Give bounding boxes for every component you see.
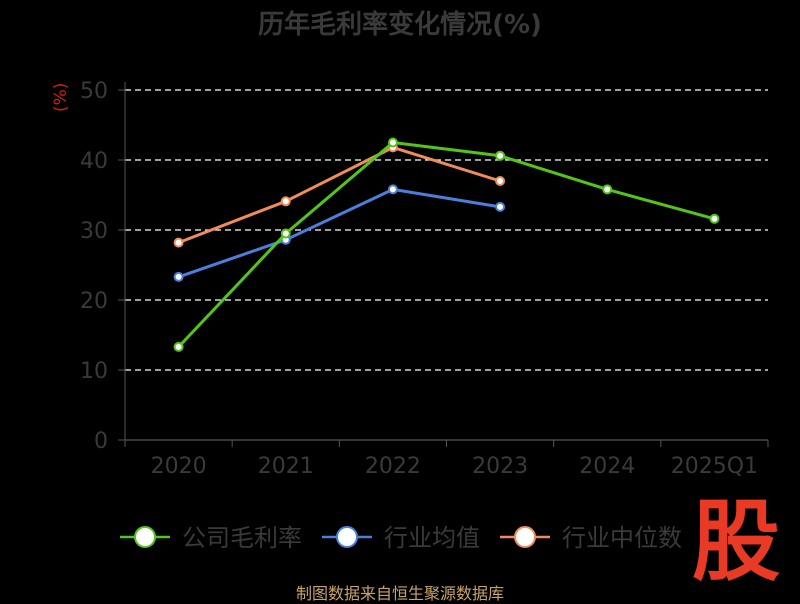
y-tick-label: 40 [80,149,108,174]
data-point [173,237,184,248]
chart-title: 历年毛利率变化情况(%) [258,10,542,40]
legend-marker [514,526,536,548]
data-point [387,137,398,148]
y-tick-label: 30 [80,219,108,244]
legend-marker [134,526,156,548]
series-line [177,141,715,348]
data-point [709,213,720,224]
x-tick-label: 2020 [151,454,207,479]
y-tick-label: 10 [80,359,108,384]
data-point [495,176,506,186]
data-point [173,271,184,282]
y-tick-label: 50 [80,79,108,104]
legend-marker [336,526,358,548]
data-point [495,201,506,212]
data-point [280,228,291,239]
series-line [178,145,501,244]
x-tick-label: 2024 [579,454,635,479]
legend-label: 公司毛利率 [182,524,302,552]
x-tick-label: 2025Q1 [671,454,758,479]
y-tick-label: 0 [94,429,108,454]
y-tick-label: 20 [80,289,108,314]
x-tick-label: 2022 [365,454,421,479]
legend-label: 行业中位数 [562,524,682,552]
brand-logo: 股 [692,490,781,593]
data-point [387,184,398,195]
data-point [173,341,184,352]
x-tick-label: 2023 [472,454,528,479]
data-point [495,150,506,161]
data-source-note: 制图数据来自恒生聚源数据库 [295,584,504,603]
legend-label: 行业均值 [384,524,480,552]
series-line [178,187,501,279]
data-point [602,184,613,195]
data-point [280,196,291,207]
x-tick-label: 2021 [258,454,314,479]
